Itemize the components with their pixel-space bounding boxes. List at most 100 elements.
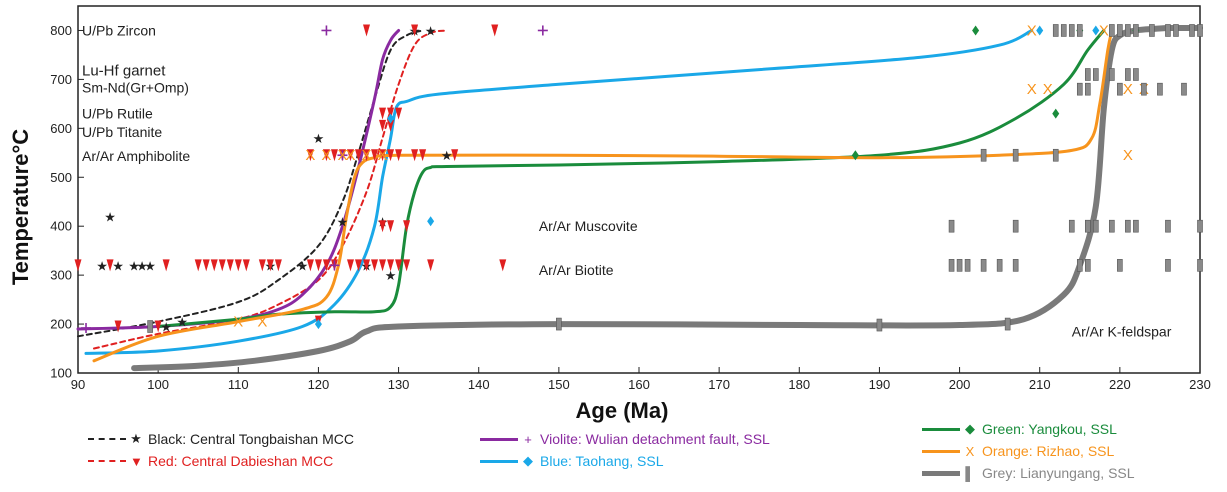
svg-text:X: X [1043, 81, 1053, 98]
data-point [1125, 24, 1131, 37]
data-point: ★ [96, 259, 108, 274]
data-point: ★ [176, 316, 188, 331]
data-point [329, 260, 340, 271]
data-point: X [1123, 81, 1133, 98]
data-point [1173, 24, 1179, 37]
data-point [1052, 24, 1059, 37]
data-point [1004, 317, 1011, 331]
data-point [306, 259, 314, 272]
series-line [93, 29, 448, 350]
series-lines [76, 24, 1203, 372]
x-tick-label: 220 [1109, 377, 1131, 392]
svg-text:★: ★ [112, 259, 124, 274]
legend-label: Blue: Taohang, SSL [540, 453, 664, 469]
x-tick-label: 170 [708, 377, 730, 392]
data-point [1165, 219, 1171, 233]
axis-ticks: 90 100 110 120 130 140 150 160 170 180 190 200 210 22… [50, 23, 1211, 392]
data-point [1181, 82, 1187, 96]
data-point [1117, 82, 1123, 96]
data-point [355, 259, 362, 272]
data-point: ★ [160, 321, 172, 336]
system-label: Ar/Ar Amphibolite [82, 148, 190, 164]
legend-marker: ▼ [130, 453, 143, 469]
x-tick-label: 180 [788, 377, 810, 392]
data-point: X [362, 147, 372, 164]
svg-text:X: X [345, 147, 355, 164]
data-point [1076, 259, 1083, 272]
data-point [81, 322, 92, 333]
data-point [371, 149, 379, 162]
svg-text:★: ★ [297, 259, 309, 274]
data-point [379, 119, 387, 132]
data-point [274, 259, 282, 272]
data-point: X [1027, 81, 1037, 98]
data-point [387, 119, 395, 132]
legend-line-swatch [88, 438, 126, 440]
data-point [363, 24, 371, 37]
data-point [851, 150, 859, 161]
legend-label: Green: Yangkou, SSL [982, 421, 1117, 437]
y-axis-title: Temperature°C [8, 129, 33, 285]
svg-text:★: ★ [441, 149, 453, 164]
data-point [948, 259, 955, 272]
data-point [379, 259, 387, 272]
data-point [1125, 219, 1131, 233]
svg-text:X: X [378, 147, 388, 164]
data-point [154, 320, 162, 333]
data-point [371, 259, 379, 272]
data-point [387, 149, 395, 162]
svg-text:X: X [337, 147, 347, 164]
legend-marker: ◆ [523, 453, 533, 468]
system-label: Sm-Nd(Gr+Omp) [82, 80, 189, 96]
x-tick-label: 90 [71, 377, 85, 392]
data-point [258, 259, 266, 272]
x-tick-label: 140 [468, 377, 490, 392]
data-point: ★ [441, 149, 453, 164]
data-point [387, 259, 395, 272]
data-point [1197, 219, 1203, 233]
legend-marker: ◆ [965, 421, 975, 436]
data-point [427, 216, 435, 227]
legend-label: Grey: Lianyungang, SSL [982, 465, 1135, 481]
data-point [1109, 219, 1115, 233]
data-point [363, 149, 371, 162]
x-tick-label: 120 [308, 377, 330, 392]
data-point [972, 25, 980, 36]
data-point: ★ [425, 24, 437, 39]
data-point [387, 220, 395, 233]
series-line [156, 29, 1106, 328]
data-point [1197, 24, 1203, 37]
data-point: ★ [112, 259, 124, 274]
data-point [387, 113, 395, 124]
data-point [226, 259, 234, 272]
y-tick-label: 500 [50, 170, 72, 185]
svg-text:★: ★ [128, 259, 140, 274]
system-label: U/Pb Zircon [82, 22, 156, 38]
data-point [419, 149, 427, 162]
svg-text:★: ★ [425, 24, 437, 39]
data-point [996, 259, 1003, 272]
data-point: X [1123, 147, 1133, 164]
data-point: ★ [313, 132, 325, 147]
data-point [1068, 24, 1075, 37]
data-point [491, 24, 499, 37]
legend-marker: + [524, 431, 532, 447]
data-point [1197, 259, 1203, 272]
data-point: ★ [297, 259, 309, 274]
data-point [1109, 24, 1115, 37]
y-tick-label: 800 [50, 23, 72, 38]
data-point: ★ [136, 259, 148, 274]
data-point: X [321, 147, 331, 164]
data-point: ★ [144, 259, 156, 274]
data-point: X [1027, 22, 1037, 39]
data-point [218, 259, 226, 272]
x-tick-label: 150 [548, 377, 570, 392]
system-label: U/Pb Titanite [82, 124, 162, 140]
series-line [92, 29, 1114, 363]
legend-entry: ★ Black: Central Tongbaishan MCC [88, 428, 354, 450]
svg-text:★: ★ [160, 321, 172, 336]
svg-text:★: ★ [104, 210, 116, 225]
x-tick-label: 110 [228, 377, 249, 392]
svg-text:X: X [305, 147, 315, 164]
system-label: U/Pb Rutile [82, 106, 153, 122]
